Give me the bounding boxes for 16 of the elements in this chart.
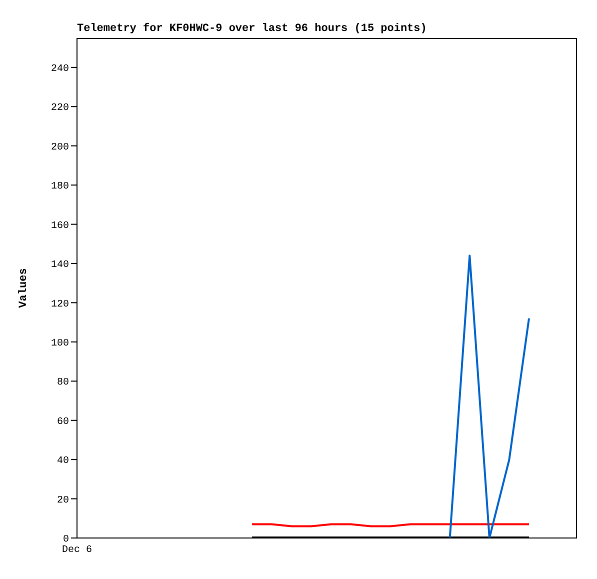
y-tick-label: 20 — [56, 495, 69, 506]
y-axis-title: Values — [18, 268, 30, 308]
y-tick-label: 200 — [50, 142, 69, 154]
y-tick-label: 60 — [56, 416, 69, 428]
y-tick-label: 100 — [50, 338, 69, 350]
y-tick-label: 140 — [50, 260, 69, 272]
y-tick-label: 120 — [50, 299, 69, 310]
chart-title: Telemetry for KF0HWC-9 over last 96 hours (15 points) — [77, 23, 427, 35]
y-tick-label: 180 — [50, 182, 69, 193]
text: Dec 6 — [62, 545, 92, 556]
y-tick-label: 80 — [56, 378, 69, 389]
y-tick-label: 0 — [62, 534, 69, 546]
y-tick-label: 240 — [50, 64, 69, 75]
y-tick-label: 160 — [50, 220, 69, 232]
y-tick-label: 220 — [50, 103, 69, 114]
y-tick-label: 40 — [56, 456, 69, 468]
